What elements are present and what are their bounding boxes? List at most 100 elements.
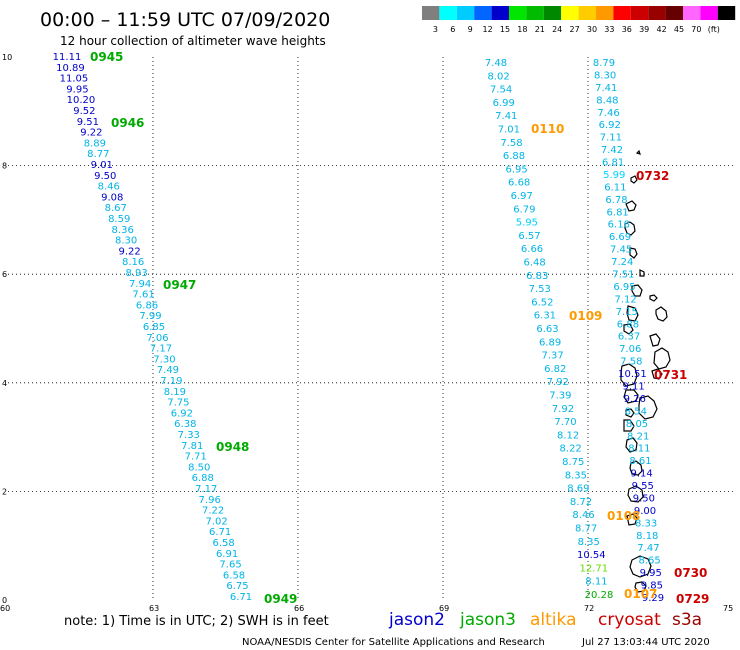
scale-swatch [665,6,683,20]
wave-height-label: 11.05 [60,74,89,85]
wave-height-label: 6.78 [605,195,627,206]
footer-note: note: 1) Time is in UTC; 2) SWH is in fe… [64,614,329,629]
wave-height-label: 10.20 [67,95,96,106]
island-outline [625,437,638,453]
wave-height-label: 9.08 [101,192,123,203]
wave-height-label: 6.63 [536,324,558,335]
wave-height-label: 8.50 [188,462,210,473]
wave-height-label: 8.02 [487,71,509,82]
wave-height-label: 8.72 [570,497,592,508]
wave-height-label: 6.38 [174,419,196,430]
island-outline [629,247,638,259]
wave-height-label: 8.59 [108,214,130,225]
island-outline [623,323,634,335]
scale-swatch [422,6,440,20]
wave-height-label: 9.01 [91,160,113,171]
wave-height-label: 7.75 [167,398,189,409]
wave-height-label: 8.36 [112,225,134,236]
wave-height-label: 12.71 [580,563,609,574]
scale-swatch [474,6,492,20]
wave-height-label: 8.35 [578,537,600,548]
axis-ticks: 60 63 66 69 72 75 0 2 4 6 8 10 [0,53,733,613]
wave-height-label: 6.81 [607,207,629,218]
island-outline [649,294,658,302]
wave-height-label: 6.92 [599,120,621,131]
wave-height-label: 8.05 [626,419,648,430]
wave-height-label: 7.71 [185,452,207,463]
wave-height-label: 6.81 [602,158,624,169]
scale-label: 42 [657,25,667,34]
wave-height-label: 7.48 [485,58,507,69]
wave-height-label: 7.58 [500,138,522,149]
wave-height-label: 8.11 [628,444,650,455]
wave-height-label: 7.17 [195,484,217,495]
color-scale: 3 6 9 12 15 18 21 24 27 30 33 36 39 42 45 70 (ft) [422,6,736,34]
wave-height-label: 6.86 [136,300,158,311]
x-tick-label: 60 [0,604,10,613]
island-outline [627,485,644,503]
wave-height-label: 9.29 [642,593,664,604]
wave-height-label: 6.75 [226,581,248,592]
wave-height-label: 6.68 [508,178,530,189]
y-tick-label: 4 [2,379,7,388]
island-outline [651,368,663,380]
scale-label: 21 [535,25,545,34]
island-outline [634,581,647,593]
wave-height-label: 8.48 [596,95,618,106]
island-outline [655,306,668,322]
wave-height-label: 8.30 [115,236,137,247]
page-title: 00:00 – 11:59 UTC 07/09/2020 [40,9,330,31]
wave-height-label: 7.61 [132,290,154,301]
wave-height-label: 8.46 [98,182,120,193]
scale-label: 3 [433,25,438,34]
scale-swatch [578,6,596,20]
wave-height-label: 7.41 [595,83,617,94]
scale-swatch [613,6,631,20]
scale-swatch [717,6,736,20]
scale-label: 18 [517,25,527,34]
island-outline [638,395,658,420]
wave-height-labels: 11.1110.8911.059.9510.209.529.519.228.89… [53,52,664,604]
wave-height-label: 7.92 [552,404,574,415]
wave-height-label: 7.94 [129,279,151,290]
island-outline [639,269,645,277]
credit-text: NOAA/NESDIS Center for Satellite Applica… [242,637,545,648]
wave-height-label: 7.54 [490,85,512,96]
wave-height-label: 7.06 [619,344,641,355]
wave-height-label: 8.21 [627,431,649,442]
wave-height-label: 7.15 [616,307,638,318]
scale-label: 27 [570,25,580,34]
island-outline [624,221,636,236]
wave-height-label: 8.11 [585,577,607,588]
wave-height-label: 6.95 [505,164,527,175]
wave-height-label: 9.51 [77,117,99,128]
wave-height-label: 7.96 [199,495,221,506]
scale-swatch [526,6,544,20]
wave-height-label: 7.33 [178,430,200,441]
island-outlines [620,149,671,593]
wave-height-label: 6.89 [539,337,561,348]
wave-height-label: 7.22 [202,506,224,517]
wave-height-label: 6.92 [171,408,193,419]
wave-height-label: 6.71 [209,527,231,538]
wave-height-label: 10.54 [577,550,606,561]
scale-label: 36 [622,25,632,34]
wave-height-label: 6.31 [534,311,556,322]
scale-swatch [509,6,527,20]
y-tick-label: 10 [2,53,12,62]
wave-height-label: 9.22 [119,246,141,257]
grid-lines [8,57,733,600]
scale-swatch [543,6,562,20]
wave-height-label: 6.71 [230,592,252,603]
wave-height-label: 8.16 [122,257,144,268]
wave-height-label: 8.93 [125,268,147,279]
wave-height-label: 7.24 [611,257,633,268]
wave-height-label: 6.66 [521,244,543,255]
wave-height-label: 9.95 [66,84,88,95]
scale-swatch [700,6,718,20]
scale-label: 24 [552,25,562,34]
wave-height-label: 7.92 [547,377,569,388]
wave-height-label: 7.06 [146,333,168,344]
island-outline [635,149,641,155]
footer: note: 1) Time is in UTC; 2) SWH is in fe… [64,610,710,648]
